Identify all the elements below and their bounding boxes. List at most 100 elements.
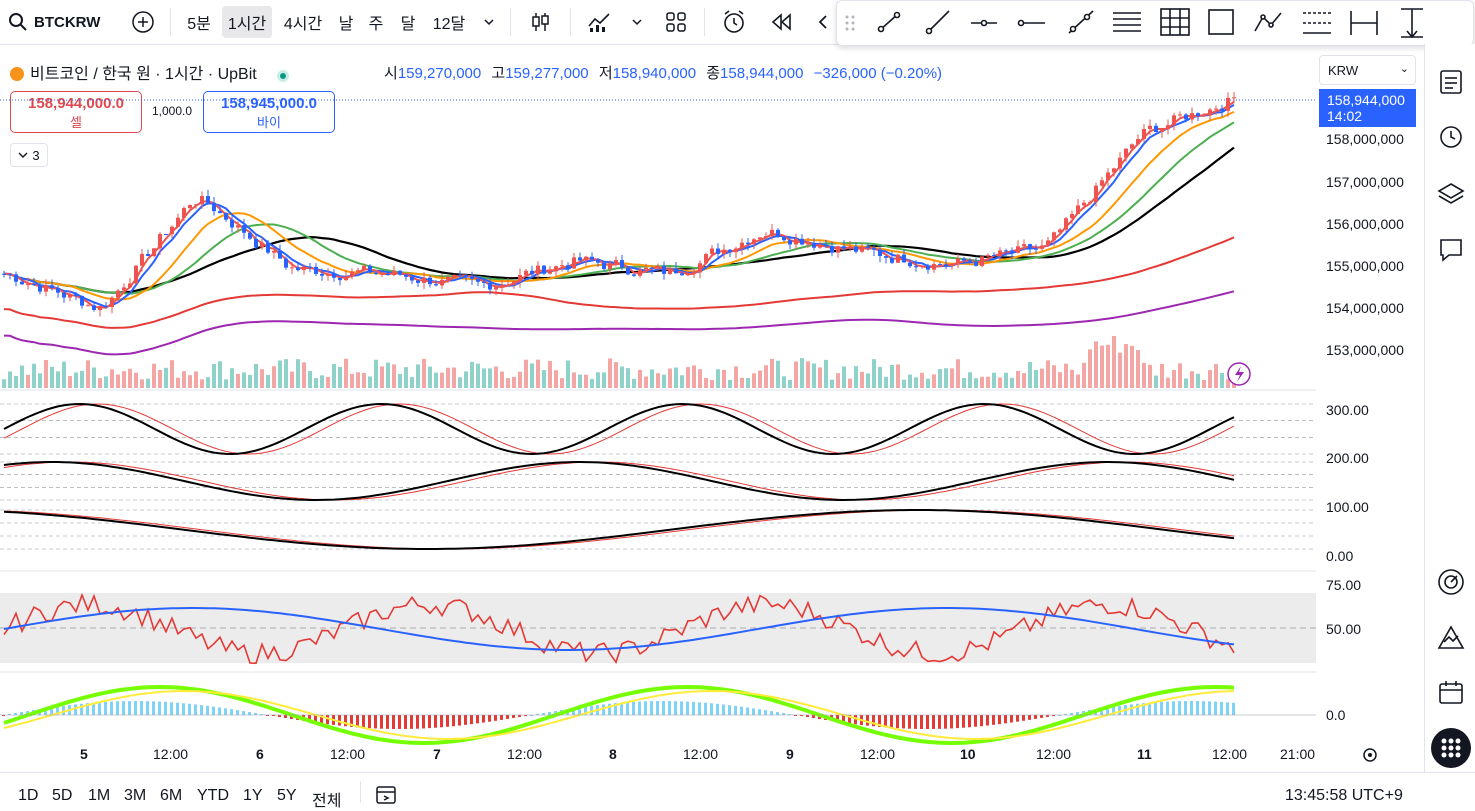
- interval-12month[interactable]: 12달: [432, 16, 466, 33]
- histogram-bar: [848, 715, 851, 724]
- volume-bar: [1010, 377, 1014, 388]
- volume-bar: [296, 359, 300, 388]
- layout-button[interactable]: [660, 6, 692, 38]
- drawing-tools-icons: [845, 8, 1423, 39]
- histogram-bar: [512, 715, 515, 718]
- candle-body: [782, 236, 786, 241]
- interval-month[interactable]: 달: [400, 16, 416, 33]
- histogram-bar: [992, 715, 995, 725]
- osc-scale-label: 0.0: [1326, 707, 1346, 723]
- alerts-clock-icon[interactable]: [1437, 122, 1465, 150]
- candle-body: [1034, 248, 1038, 250]
- volume-bar: [242, 372, 246, 388]
- hotlists-gauge-icon[interactable]: [1437, 568, 1465, 596]
- range-all[interactable]: 전체: [312, 793, 342, 810]
- currency-select[interactable]: KRW ⌄: [1319, 55, 1416, 85]
- candle-body: [1016, 246, 1020, 253]
- volume-bar: [488, 368, 492, 388]
- more-apps-button[interactable]: [1431, 728, 1471, 768]
- interval-1h[interactable]: 1시간: [222, 6, 272, 38]
- range-5y[interactable]: 5Y: [277, 787, 297, 804]
- scale-settings-icon[interactable]: [1360, 745, 1380, 765]
- clock-timezone[interactable]: 13:45:58 UTC+9: [1285, 787, 1403, 804]
- histogram-bar: [422, 715, 425, 729]
- candle-body: [302, 266, 306, 271]
- interval-week[interactable]: 주: [368, 16, 384, 33]
- market-status-icon[interactable]: [277, 70, 290, 82]
- histogram-bar: [470, 715, 473, 725]
- volume-bar: [1016, 370, 1020, 388]
- volume-bar: [602, 372, 606, 388]
- volume-bar: [44, 360, 48, 388]
- price-label: 158,000,000: [1326, 131, 1404, 147]
- volume-bar: [656, 373, 660, 388]
- histogram-bar: [140, 701, 143, 715]
- price-chart[interactable]: [0, 44, 1316, 772]
- volume-bar: [692, 365, 696, 388]
- candle-body: [902, 254, 906, 263]
- sell-button[interactable]: 158,944,000.0 셀: [10, 91, 142, 133]
- chart-type-button[interactable]: [524, 6, 556, 38]
- volume-bar: [644, 376, 648, 388]
- volume-bar: [290, 371, 294, 388]
- range-3m[interactable]: 3M: [124, 787, 147, 804]
- histogram-bar: [740, 706, 743, 715]
- range-1y[interactable]: 1Y: [243, 787, 263, 804]
- drawing-toolbar: [836, 0, 1474, 46]
- indicators-dropdown[interactable]: [626, 6, 648, 38]
- histogram-bar: [428, 715, 431, 729]
- time-label: 12:00: [330, 746, 366, 762]
- histogram-bar: [86, 703, 89, 715]
- watchlist-icon[interactable]: [1437, 68, 1465, 96]
- range-5d[interactable]: 5D: [52, 787, 73, 804]
- histogram-bar: [212, 706, 215, 715]
- symbol-search[interactable]: BTCKRW: [8, 6, 108, 38]
- histogram-bar: [770, 711, 773, 715]
- histogram-bar: [1160, 701, 1163, 715]
- interval-dropdown[interactable]: [478, 6, 500, 38]
- volume-bar: [362, 372, 366, 388]
- candle-body: [608, 263, 612, 270]
- buy-button[interactable]: 158,945,000.0 바이: [203, 91, 335, 133]
- histogram-bar: [134, 701, 137, 715]
- goto-date-icon[interactable]: [374, 782, 398, 806]
- compare-symbol-button[interactable]: [128, 6, 158, 38]
- undo-button[interactable]: [814, 6, 830, 38]
- volume-bar: [32, 363, 36, 388]
- volume-bar: [62, 361, 66, 388]
- ideas-icon[interactable]: [1437, 624, 1465, 652]
- collapse-indicators-button[interactable]: 3: [10, 143, 48, 167]
- calendar-icon[interactable]: [1437, 678, 1465, 706]
- candle-body: [494, 287, 498, 290]
- layers-icon[interactable]: [1437, 180, 1465, 208]
- chat-icon[interactable]: [1437, 236, 1465, 264]
- volume-bar: [128, 368, 132, 388]
- volume-bar: [596, 372, 600, 388]
- histogram-bar: [866, 715, 869, 726]
- price-label: 157,000,000: [1326, 174, 1404, 190]
- interval-day[interactable]: 날: [338, 16, 354, 33]
- range-1d[interactable]: 1D: [18, 787, 39, 804]
- histogram-bar: [164, 701, 167, 715]
- candle-body: [308, 266, 312, 268]
- candle-body: [326, 273, 330, 276]
- range-6m[interactable]: 6M: [160, 787, 183, 804]
- alert-button[interactable]: [718, 6, 750, 38]
- time-label: 8: [609, 746, 617, 762]
- volume-bar: [1136, 350, 1140, 388]
- replay-button[interactable]: [766, 6, 798, 38]
- interval-4h[interactable]: 4시간: [283, 16, 323, 33]
- volume-bar: [980, 376, 984, 388]
- histogram-bar: [206, 705, 209, 715]
- histogram-bar: [440, 715, 443, 728]
- range-1m[interactable]: 1M: [88, 787, 111, 804]
- indicators-button[interactable]: [584, 6, 616, 38]
- range-ytd[interactable]: YTD: [197, 787, 229, 804]
- volume-bar: [1214, 364, 1218, 388]
- volume-bar: [704, 377, 708, 388]
- candle-body: [620, 260, 624, 268]
- interval-5m[interactable]: 5분: [187, 16, 211, 33]
- histogram-bar: [1052, 715, 1055, 716]
- symbol-title[interactable]: 비트코인 / 한국 원 · 1시간 · UpBit: [30, 66, 257, 83]
- volume-bar: [878, 366, 882, 388]
